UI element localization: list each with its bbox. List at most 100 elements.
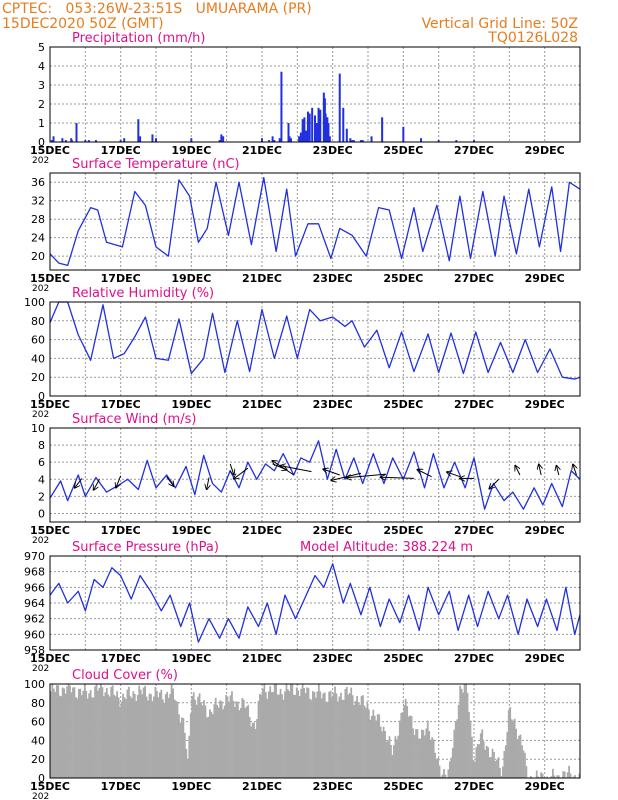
cloud-bar — [254, 728, 257, 778]
pressure-ytick-label: 964 — [24, 597, 45, 610]
cloud-bar — [537, 776, 540, 778]
precip-xtick-label: 17DEC — [101, 144, 141, 157]
cloud-bar — [525, 766, 528, 778]
cloud-bar — [209, 709, 211, 778]
precip-bar — [139, 136, 142, 142]
cloud-bar — [316, 691, 319, 778]
cloud-bar — [493, 751, 495, 778]
cloud-bar — [195, 704, 198, 778]
cloud-bar — [422, 730, 425, 778]
cloud-ytick-label: 60 — [31, 716, 45, 729]
cloud-bar — [490, 757, 492, 778]
precip-bar — [190, 138, 193, 142]
wind-vector — [573, 464, 577, 476]
cloud-bar — [167, 697, 170, 778]
cloud-bar — [479, 733, 482, 778]
wind-vector — [166, 476, 174, 487]
cloud-bar — [568, 765, 570, 778]
wind-year-label: 202 — [32, 536, 49, 546]
precip-xtick-label: 27DEC — [454, 144, 494, 157]
precip-bar — [351, 140, 354, 142]
cloud-bar — [419, 738, 422, 778]
cloud-bar — [135, 701, 138, 778]
cloud-bar — [210, 711, 213, 778]
cloud-bar — [310, 699, 313, 778]
cloud-bar — [312, 691, 314, 778]
cloud-xtick-label: 29DEC — [525, 780, 565, 793]
cloud-bar — [113, 694, 116, 778]
precip-bar — [301, 119, 304, 142]
cloud-bar — [58, 695, 61, 778]
precip-bar — [311, 107, 314, 142]
precip-bar — [278, 138, 281, 142]
cloud-bar — [378, 714, 381, 778]
cloud-bar — [450, 757, 453, 778]
cloud-bar — [216, 704, 219, 778]
cloud-bar — [211, 714, 214, 778]
cloud-bar — [219, 700, 222, 778]
cloud-xtick-label: 17DEC — [101, 780, 141, 793]
cloud-bar — [491, 748, 494, 778]
cloud-bar — [425, 728, 428, 778]
cloud-bar — [64, 693, 67, 778]
cloud-bar — [563, 771, 566, 778]
cloud-bar — [469, 720, 472, 778]
cloud-bar — [235, 701, 238, 778]
rh-ytick-label: 60 — [31, 334, 45, 347]
cloud-bar — [222, 709, 225, 778]
temp-frame — [49, 172, 581, 271]
cloud-bar — [562, 771, 565, 778]
cloud-bar — [158, 692, 161, 778]
cloud-bar — [393, 745, 395, 778]
cloud-bar — [387, 740, 389, 778]
cloud-bar — [288, 691, 291, 778]
precip-bar — [326, 117, 329, 142]
cloud-bar — [463, 684, 466, 778]
cloud-bar — [85, 690, 88, 778]
cloud-bar — [206, 717, 208, 778]
wind-vector — [556, 465, 558, 476]
cloud-bar — [375, 720, 378, 778]
wind-title: Surface Wind (m/s) — [72, 412, 196, 427]
cloud-bar — [322, 693, 325, 778]
precip-bar — [455, 140, 458, 142]
precip-panel: 0 1 2 3 4 5 Precipitation (mm/h) 15DEC 17DEC 19DE… — [30, 31, 581, 166]
wind-vector — [323, 469, 340, 476]
wind-series-line — [49, 440, 581, 510]
cloud-bar — [357, 702, 360, 778]
cloud-xtick-label: 19DEC — [171, 780, 211, 793]
cloud-bar — [276, 694, 279, 778]
cloud-bar — [471, 736, 473, 778]
cloud-bar — [192, 692, 195, 778]
cloud-bar — [398, 720, 401, 778]
cloud-bar — [117, 697, 120, 778]
cloud-bar — [260, 694, 263, 778]
rh-xtick-label: 25DEC — [383, 398, 423, 411]
rh-xtick-label: 27DEC — [454, 398, 494, 411]
cloud-bar — [487, 747, 490, 778]
cloud-bar — [350, 687, 353, 778]
wind-xtick-label: 21DEC — [242, 524, 282, 537]
cloud-bar — [262, 688, 264, 778]
cloud-bar — [443, 768, 445, 778]
precip-bar — [280, 71, 283, 142]
cloud-bar — [98, 687, 101, 778]
precip-year-label: 202 — [32, 156, 49, 166]
cloud-bar — [97, 690, 99, 778]
cloud-bar — [552, 768, 554, 778]
cloud-bar — [391, 754, 394, 778]
cloud-bar — [501, 766, 504, 778]
rh-series-line — [49, 301, 581, 380]
cloud-bar — [331, 697, 333, 778]
cloud-bar — [418, 738, 420, 778]
temp-ytick-label: 32 — [31, 195, 45, 208]
cloud-bar — [136, 694, 139, 778]
pressure-panel: 958 960 962 964 966 968 970 Surface Pressure (h… — [24, 540, 581, 674]
cloud-bar — [428, 731, 431, 778]
cloud-ytick-label: 40 — [31, 734, 45, 747]
wind-vector — [417, 470, 432, 478]
cloud-bar — [292, 694, 295, 778]
cloud-bar — [500, 776, 503, 778]
precip-bar — [402, 126, 405, 142]
cloud-bar — [338, 696, 341, 778]
